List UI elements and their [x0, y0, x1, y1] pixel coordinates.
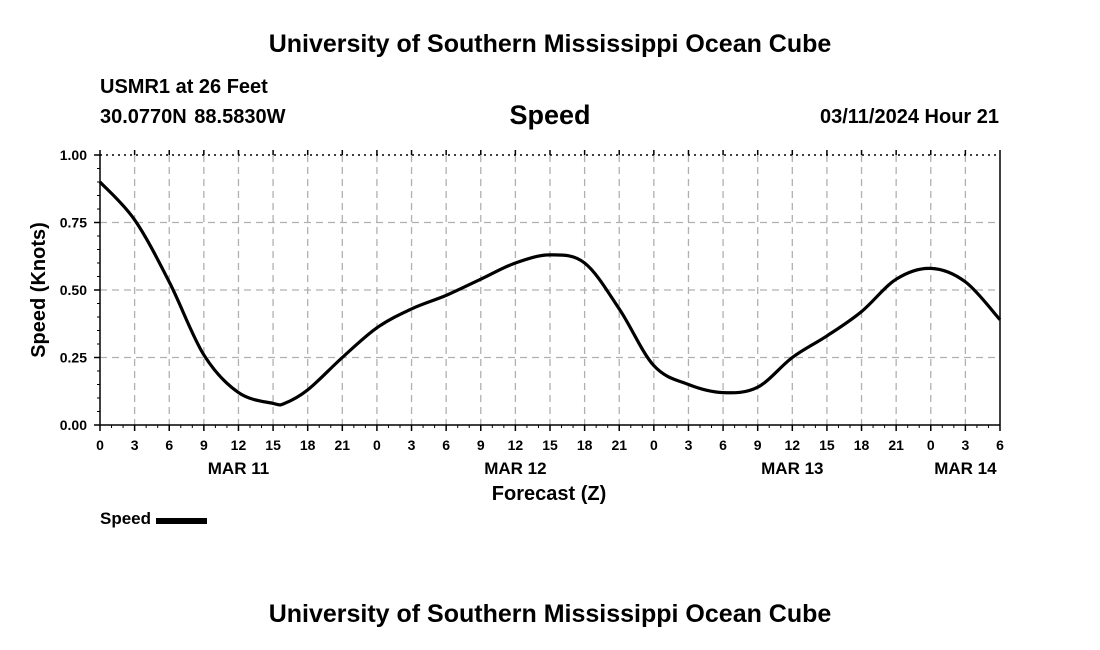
- chart-grid: [100, 154, 1000, 425]
- x-tick-label: 18: [300, 437, 316, 453]
- date-label: MAR 11: [208, 459, 269, 478]
- date-label: MAR 14: [934, 459, 997, 478]
- x-tick-label: 12: [508, 437, 524, 453]
- x-tick-label: 12: [231, 437, 247, 453]
- x-tick-label: 6: [442, 437, 450, 453]
- x-tick-label: 0: [927, 437, 935, 453]
- x-tick-label: 15: [542, 437, 558, 453]
- footer-title: University of Southern Mississippi Ocean…: [268, 600, 832, 628]
- y-tick-label: 0.75: [60, 215, 87, 231]
- x-tick-label: 3: [961, 437, 969, 453]
- x-tick-label: 18: [577, 437, 593, 453]
- x-tick-label: 21: [888, 437, 904, 453]
- y-tick-label: 0.25: [60, 350, 87, 366]
- x-tick-label: 18: [854, 437, 870, 453]
- legend-label: Speed: [100, 509, 152, 528]
- x-tick-label: 6: [165, 437, 173, 453]
- station-coordinates: 30.0770N 88.5830W: [100, 106, 286, 128]
- x-tick-label: 0: [96, 437, 104, 453]
- y-tick-label: 1.00: [60, 147, 87, 163]
- x-tick-label: 9: [477, 437, 485, 453]
- x-tick-label: 21: [611, 437, 627, 453]
- x-tick-label: 6: [996, 437, 1004, 453]
- chart-legend: Speed: [100, 509, 208, 529]
- legend-swatch: [156, 517, 208, 524]
- x-tick-label: 21: [335, 437, 351, 453]
- x-axis-label: Forecast (Z): [492, 483, 606, 505]
- x-tick-label: 3: [131, 437, 139, 453]
- y-tick-label: 0.50: [60, 282, 87, 298]
- x-tick-label: 0: [650, 437, 658, 453]
- x-tick-label: 3: [408, 437, 416, 453]
- chart-labels: 0.00 0.25 0.50 0.75 1.00 0 3 6 9 12 15 18 21 0 3 6 9 12 15…: [60, 147, 1004, 478]
- x-tick-label: 9: [754, 437, 762, 453]
- chart-series: [98, 180, 1002, 407]
- date-label: MAR 13: [761, 459, 823, 478]
- forecast-timestamp: 03/11/2024 Hour 21: [819, 106, 999, 128]
- date-label: MAR 12: [484, 459, 546, 478]
- chart-ticks: [94, 150, 1001, 431]
- x-tick-label: 3: [685, 437, 693, 453]
- x-tick-label: 15: [819, 437, 835, 453]
- x-tick-label: 15: [265, 437, 281, 453]
- variable-title: Speed: [509, 100, 591, 130]
- series-line-speed: [98, 180, 1002, 407]
- y-tick-label: 0.00: [60, 417, 87, 433]
- x-tick-label: 9: [200, 437, 208, 453]
- x-tick-label: 0: [373, 437, 381, 453]
- y-axis-label: Speed (Knots): [28, 222, 50, 358]
- x-tick-label: 6: [719, 437, 727, 453]
- page-title: University of Southern Mississippi Ocean…: [268, 30, 832, 58]
- x-tick-label: 12: [785, 437, 801, 453]
- station-name: USMR1 at 26 Feet: [100, 76, 268, 98]
